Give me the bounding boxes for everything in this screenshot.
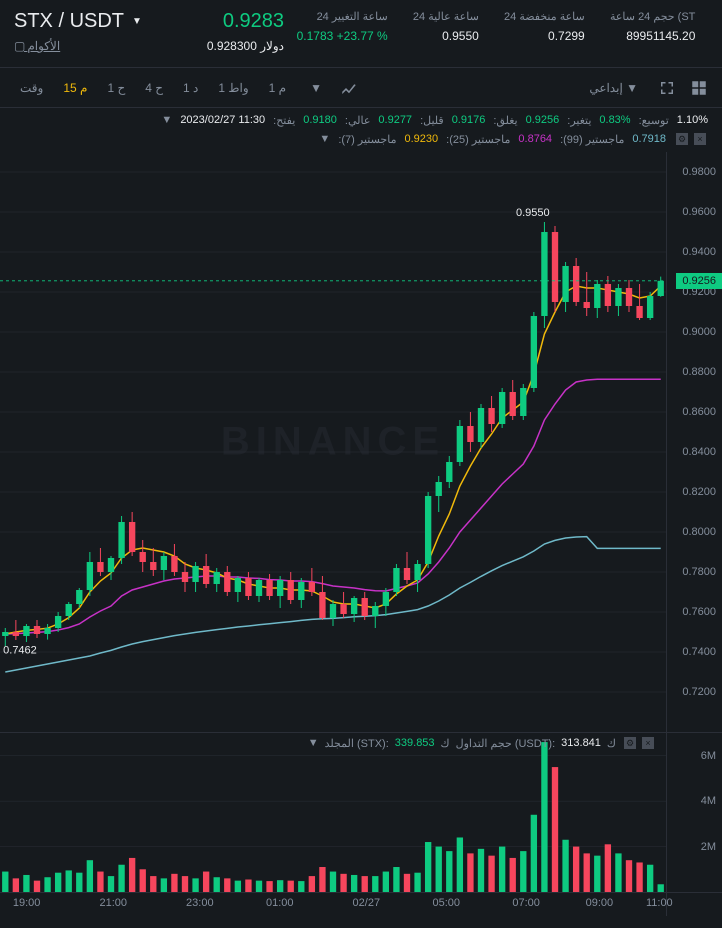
- vol-settings-icon[interactable]: ⚙: [624, 737, 636, 749]
- fullscreen-icon[interactable]: [658, 79, 676, 97]
- stat-item: 24 ساعة عالية0.9550: [413, 10, 479, 57]
- stats: 24 ساعة التغيير0.1783 +23.77 % 24 ساعة عا…: [284, 10, 708, 57]
- candlestick-chart[interactable]: 0.9550 0.7462: [0, 152, 666, 732]
- volume-axis: 2M4M6M: [666, 733, 722, 892]
- trading-pair[interactable]: STX / USDT ▼: [14, 10, 174, 33]
- creative-label[interactable]: إبداعي ▼: [583, 77, 644, 99]
- chart-info-row1: ▼ 2023/02/27 11:30 :يفتح0.9180 :عالي0.92…: [0, 108, 722, 133]
- close-icon[interactable]: ×: [694, 133, 706, 145]
- svg-text:0.9550: 0.9550: [516, 207, 550, 219]
- pair-sub[interactable]: ▢ الأكوام: [14, 39, 174, 53]
- timeframe-ح 1[interactable]: ح 1: [101, 77, 131, 99]
- last-price: 0.9283: [223, 10, 284, 33]
- timeframe-واط 1[interactable]: واط 1: [212, 77, 254, 99]
- chart-main[interactable]: BINANCE 0.95500.7462: [0, 152, 666, 732]
- dropdown-icon[interactable]: ▼: [304, 77, 328, 99]
- chart-area[interactable]: BINANCE 0.95500.7462 0.72000.74000.76000…: [0, 152, 722, 732]
- pair-section: STX / USDT ▼ ▢ الأكوام: [14, 10, 174, 57]
- timeframe-م 1[interactable]: م 1: [263, 77, 292, 99]
- time-axis: 19:0021:0023:0001:0002/2705:0007:0009:00…: [0, 892, 722, 916]
- price-usd: 0.928300 دولار: [207, 39, 284, 53]
- timeframe-د 1[interactable]: د 1: [177, 77, 204, 99]
- chart-info-row2: ▼ :ماجستير (7)0.9230 :ماجستير (25)0.8764…: [0, 133, 722, 152]
- volume-area[interactable]: ▼ المجلد (STX): 339.853 ك حجم التداول (U…: [0, 732, 722, 892]
- vol-close-icon[interactable]: ×: [642, 737, 654, 749]
- grid-icon[interactable]: [690, 79, 708, 97]
- price-section: 0.9283 0.928300 دولار: [174, 10, 284, 57]
- stat-item: 24 ساعة التغيير0.1783 +23.77 %: [297, 10, 388, 57]
- stat-item: حجم 24 ساعة (ST89951145.20: [610, 10, 695, 57]
- settings-icon[interactable]: ⚙: [676, 133, 688, 145]
- indicators-icon[interactable]: [340, 79, 358, 97]
- stat-item: 24 ساعة منخفضة0.7299: [504, 10, 585, 57]
- volume-info: ▼ المجلد (STX): 339.853 ك حجم التداول (U…: [308, 737, 656, 750]
- timeframe-وقت[interactable]: وقت: [14, 77, 49, 99]
- svg-text:0.7462: 0.7462: [3, 645, 37, 657]
- volume-main[interactable]: ▼ المجلد (STX): 339.853 ك حجم التداول (U…: [0, 733, 666, 892]
- volume-chart[interactable]: [0, 733, 666, 892]
- chevron-down-icon: ▼: [132, 16, 142, 27]
- current-price-badge: 0.9256: [676, 273, 722, 289]
- toolbar: وقت م 15 ح 1 ح 4 د 1 واط 1 م 1 ▼ إبداعي ▼: [0, 68, 722, 108]
- timeframe-م 15[interactable]: م 15: [57, 77, 93, 99]
- header: STX / USDT ▼ ▢ الأكوام 0.9283 0.928300 د…: [0, 0, 722, 68]
- price-axis: 0.72000.74000.76000.78000.80000.82000.84…: [666, 152, 722, 732]
- timeframe-ح 4[interactable]: ح 4: [139, 77, 169, 99]
- pair-text: STX / USDT: [14, 10, 124, 33]
